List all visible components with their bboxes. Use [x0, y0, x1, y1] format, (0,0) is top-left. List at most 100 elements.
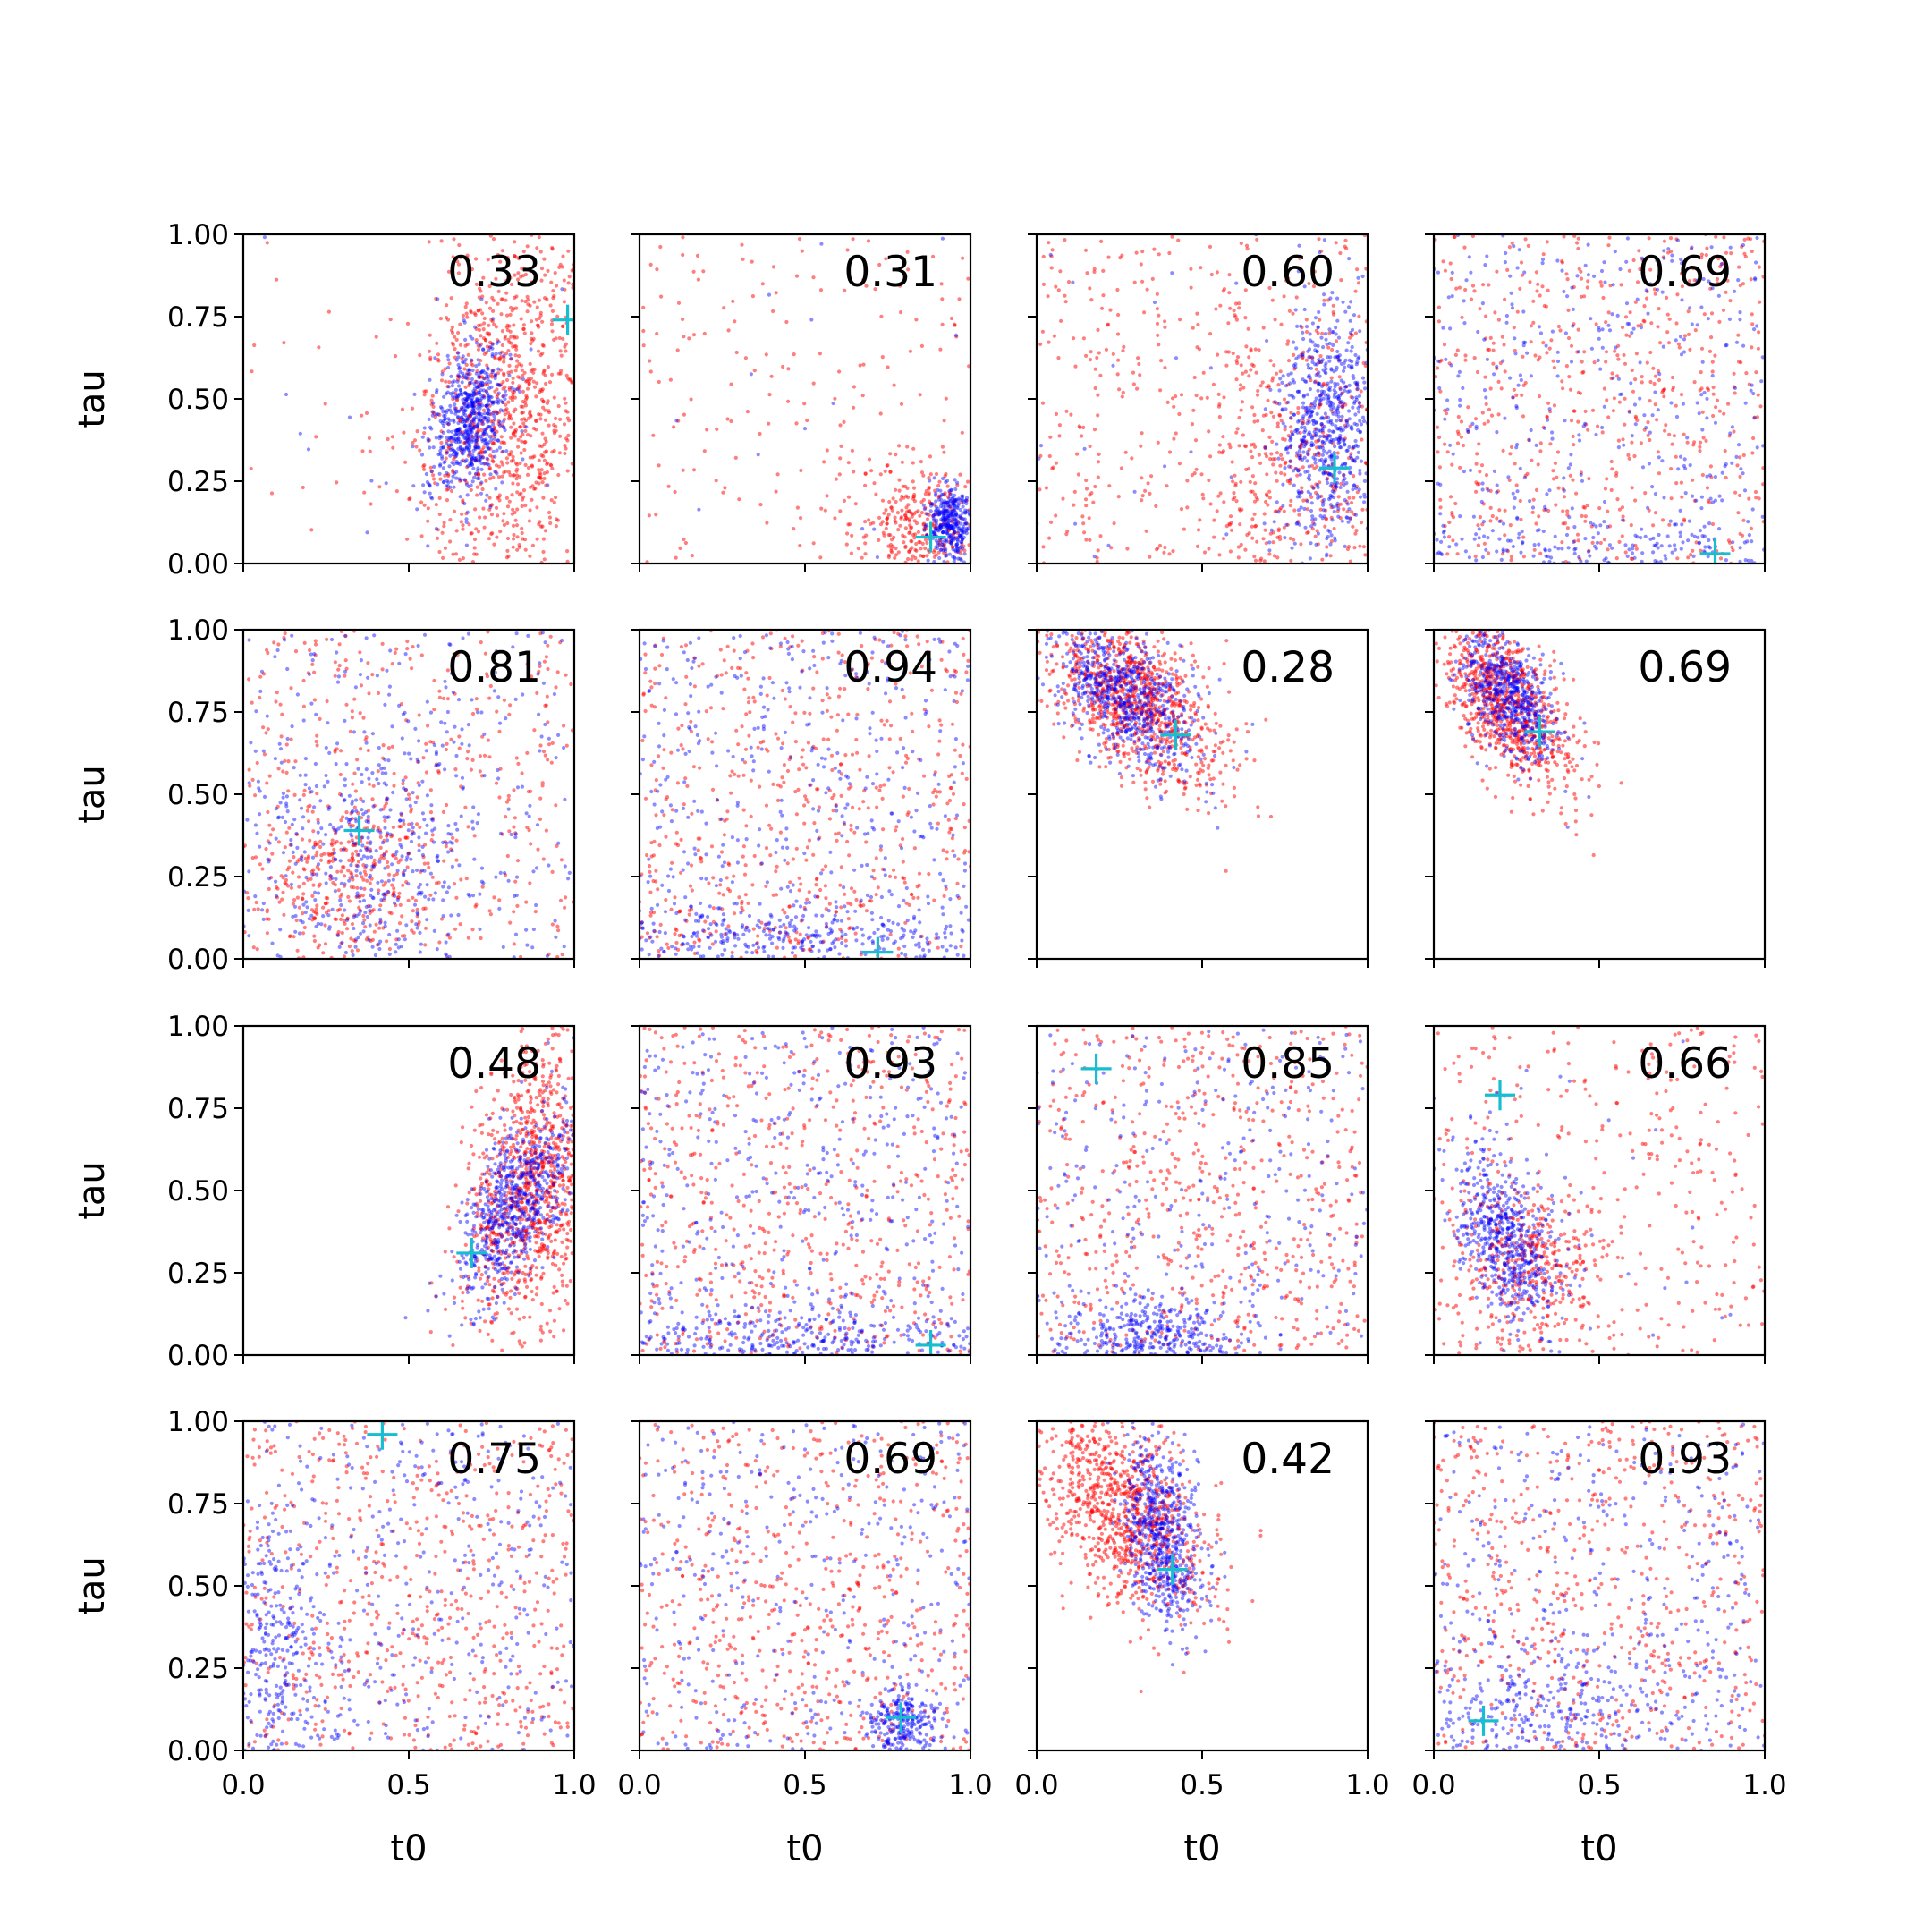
blue-point	[477, 390, 481, 394]
blue-point	[465, 417, 470, 421]
blue-point	[1345, 502, 1350, 506]
red-point	[863, 552, 868, 556]
blue-point	[1470, 421, 1475, 426]
blue-point	[1326, 394, 1331, 400]
red-point	[521, 432, 525, 436]
red-point	[483, 337, 488, 343]
blue-point	[430, 413, 435, 418]
blue-point	[1750, 507, 1755, 512]
blue-point	[1436, 359, 1441, 363]
blue-point	[490, 428, 496, 432]
blue-point	[462, 423, 467, 428]
blue-point	[961, 517, 965, 521]
blue-point	[939, 523, 944, 528]
red-point	[1106, 323, 1110, 327]
blue-point	[1322, 497, 1326, 502]
blue-point	[964, 526, 969, 531]
blue-point	[1301, 439, 1305, 444]
blue-point	[478, 406, 482, 411]
blue-point	[1343, 477, 1347, 481]
red-point	[497, 493, 502, 497]
blue-point	[950, 511, 954, 515]
red-point	[483, 515, 487, 520]
blue-point	[1283, 424, 1287, 428]
blue-point	[456, 362, 461, 368]
red-point	[1455, 348, 1460, 352]
blue-point	[1576, 350, 1581, 354]
blue-point	[1307, 473, 1312, 478]
red-point	[1496, 379, 1501, 384]
blue-point	[1589, 346, 1594, 351]
red-point	[1548, 410, 1553, 414]
red-point	[918, 393, 922, 397]
red-point	[484, 479, 488, 483]
red-point	[1233, 313, 1237, 318]
blue-point	[470, 400, 475, 404]
red-point	[1296, 406, 1301, 411]
red-point	[911, 554, 915, 558]
blue-point	[1302, 430, 1307, 435]
blue-point	[1335, 419, 1339, 423]
red-point	[1288, 445, 1292, 449]
red-point	[1692, 498, 1697, 504]
blue-point	[451, 453, 455, 457]
red-point	[1663, 428, 1667, 433]
red-point	[497, 498, 502, 503]
red-point	[934, 553, 938, 557]
red-point	[912, 492, 917, 497]
blue-point	[941, 548, 945, 553]
blue-point	[436, 412, 440, 417]
blue-point	[1570, 506, 1574, 511]
red-point	[1092, 428, 1097, 432]
red-point	[1750, 451, 1755, 455]
red-point	[674, 555, 678, 560]
blue-point	[931, 513, 936, 518]
blue-point	[1442, 535, 1446, 539]
red-point	[1165, 400, 1170, 404]
blue-point	[941, 512, 945, 517]
blue-point	[484, 403, 488, 408]
red-point	[923, 505, 928, 510]
red-point	[1157, 543, 1163, 548]
blue-point	[1333, 355, 1337, 360]
red-point	[963, 485, 968, 489]
red-point	[1344, 419, 1349, 423]
blue-point	[1600, 327, 1605, 332]
blue-point	[1329, 367, 1334, 371]
blue-point	[1751, 391, 1756, 396]
blue-point	[486, 406, 490, 411]
blue-point	[1743, 401, 1748, 405]
blue-point	[1563, 419, 1567, 423]
red-point	[1580, 513, 1584, 519]
red-point	[950, 545, 955, 549]
red-point	[476, 343, 480, 348]
blue-point	[1741, 343, 1746, 348]
blue-point	[1713, 475, 1717, 479]
red-point	[1571, 478, 1575, 482]
red-point	[1611, 409, 1615, 413]
red-point	[884, 526, 888, 530]
blue-point	[1335, 504, 1339, 508]
blue-point	[431, 445, 436, 450]
red-point	[681, 235, 685, 240]
blue-point	[1331, 437, 1336, 443]
red-point	[905, 250, 910, 254]
red-point	[1627, 268, 1631, 273]
blue-point	[1312, 402, 1318, 408]
red-point	[499, 423, 504, 428]
blue-point	[934, 526, 938, 530]
blue-point	[464, 458, 469, 462]
blue-point	[945, 531, 950, 536]
red-point	[301, 678, 306, 683]
red-point	[1585, 285, 1589, 290]
red-point	[939, 282, 944, 286]
red-point	[528, 508, 532, 513]
blue-point	[1348, 516, 1352, 521]
blue-point	[1579, 559, 1583, 564]
red-point	[504, 496, 510, 501]
red-point	[1636, 324, 1640, 328]
blue-point	[1332, 369, 1336, 374]
blue-point	[1577, 438, 1582, 443]
blue-point	[1623, 543, 1628, 547]
blue-point	[468, 392, 473, 396]
